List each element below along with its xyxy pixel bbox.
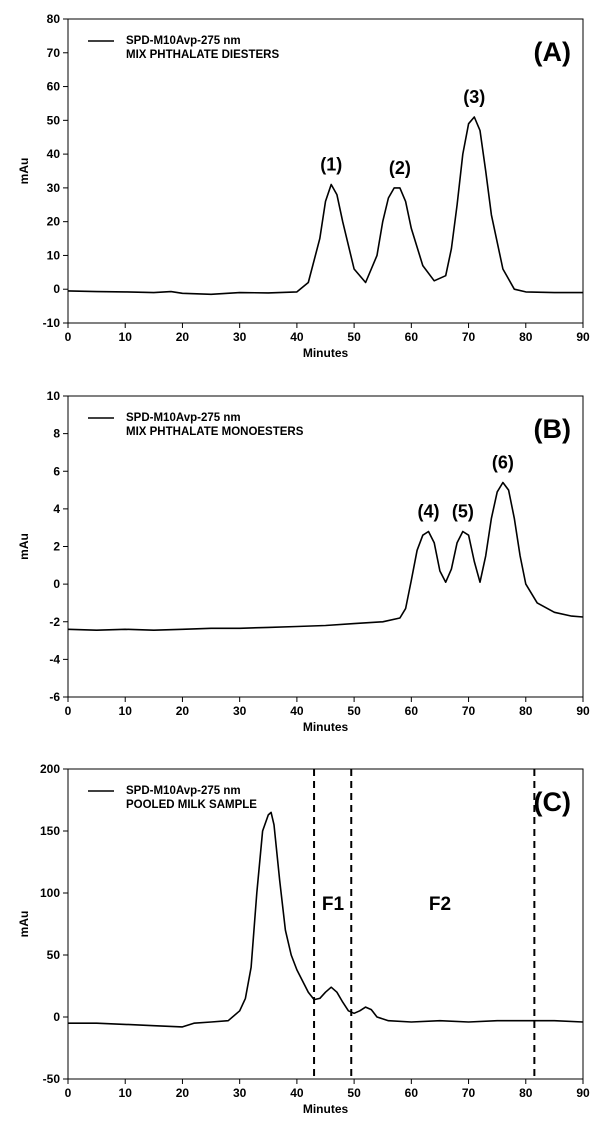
panel-c-y-tick-label--50: -50 [43, 1072, 61, 1086]
panel-c-plot-frame [67, 768, 584, 1080]
panel-c-x-tick-label-80: 80 [519, 1086, 533, 1100]
panel-c-x-tick-label-50: 50 [347, 1086, 361, 1100]
panel-a-x-tick-label-70: 70 [462, 330, 476, 344]
panel-a-peak-label-3: (3) [463, 87, 485, 107]
panel-b-y-axis-title: mAu [17, 533, 31, 560]
panel-c-x-tick-label-90: 90 [576, 1086, 590, 1100]
panel-b-x-tick-label-80: 80 [519, 704, 533, 718]
panel-b-y-tick-label-0: 0 [53, 577, 60, 591]
panel-b-x-tick-label-30: 30 [233, 704, 247, 718]
panel-b-peak-label-2: (5) [452, 501, 474, 521]
panel-a-y-tick-label-0: 0 [53, 282, 60, 296]
panel-b-x-tick-label-10: 10 [119, 704, 133, 718]
panel-a-x-tick-label-0: 0 [65, 330, 72, 344]
panel-c: 0 10 20 30 40 50 60 70 80 90 -50 0 50 100 150 200 SPD-M… [17, 762, 590, 1116]
panel-c-x-tick-label-70: 70 [462, 1086, 476, 1100]
panel-b-y-tick-label-2: 2 [53, 540, 60, 554]
panel-a-peak-label-1: (1) [320, 155, 342, 175]
panel-a-y-tick-label-30: 30 [47, 181, 61, 195]
panel-b-y-tick-label--6: -6 [49, 690, 60, 704]
panel-b-peak-label-3: (6) [492, 453, 514, 473]
panel-a-x-tick-label-60: 60 [405, 330, 419, 344]
panel-a-y-tick-label-70: 70 [47, 46, 61, 60]
panel-b-x-tick-label-0: 0 [65, 704, 72, 718]
panel-a-peak-label-2: (2) [389, 158, 411, 178]
panel-c-y-tick-label-50: 50 [47, 948, 61, 962]
panel-b-peak-label-1: (4) [418, 501, 440, 521]
panel-b-x-axis-title: Minutes [303, 720, 349, 734]
panel-b-y-tick-label-8: 8 [53, 427, 60, 441]
panel-c-ticks: 0 10 20 30 40 50 60 70 80 90 -50 0 50 100 150 200 [40, 762, 590, 1100]
panel-c-x-tick-label-30: 30 [233, 1086, 247, 1100]
panel-a-legend: SPD-M10Avp-275 nm MIX PHTHALATE DIESTERS [88, 35, 279, 61]
panel-b-plot-frame [67, 395, 584, 698]
panel-a-x-tick-label-30: 30 [233, 330, 247, 344]
panel-a-y-tick-label--10: -10 [43, 316, 61, 330]
panel-c-y-tick-label-150: 150 [40, 824, 60, 838]
panel-a-y-tick-label-20: 20 [47, 215, 61, 229]
panel-a: 0 10 20 30 40 50 60 70 80 90-1001020304050607080 … [17, 12, 590, 360]
panel-c-legend: SPD-M10Avp-275 nm POOLED MILK SAMPLE [88, 785, 257, 811]
panel-c-x-tick-label-60: 60 [405, 1086, 419, 1100]
panel-a-peak-labels: (1) (2) (3) [320, 87, 485, 178]
panel-b-x-tick-label-50: 50 [347, 704, 361, 718]
panel-c-x-tick-label-20: 20 [176, 1086, 190, 1100]
panel-c-x-tick-label-10: 10 [119, 1086, 133, 1100]
panel-c-fraction-labels: F1 F2 [322, 894, 451, 915]
panel-b: 0 10 20 30 40 50 60 70 80 90 -6 -4 -2 0 2 4 6 8 10 SPD-M10… [17, 389, 590, 734]
panel-b-x-tick-label-90: 90 [576, 704, 590, 718]
panel-a-y-tick-label-40: 40 [47, 147, 61, 161]
panel-a-label: (A) [534, 37, 571, 67]
panel-a-x-tick-label-10: 10 [119, 330, 133, 344]
panel-a-x-tick-label-50: 50 [347, 330, 361, 344]
panel-a-y-tick-label-60: 60 [47, 80, 61, 94]
panel-a-y-tick-label-10: 10 [47, 248, 61, 262]
panel-b-y-tick-label--2: -2 [49, 615, 60, 629]
panel-c-x-tick-label-0: 0 [65, 1086, 72, 1100]
panel-c-legend-line-1: SPD-M10Avp-275 nm [126, 785, 241, 797]
panel-b-label: (B) [534, 414, 571, 444]
panel-c-trace [68, 811, 584, 1028]
panel-c-y-tick-label-200: 200 [40, 762, 60, 776]
panel-c-x-axis-title: Minutes [303, 1102, 349, 1116]
panel-c-fraction-label-2: F2 [429, 894, 451, 915]
panel-c-label: (C) [534, 787, 571, 817]
panel-a-legend-line-2: MIX PHTHALATE DIESTERS [126, 49, 279, 61]
panel-b-legend-line-1: SPD-M10Avp-275 nm [126, 412, 241, 424]
panel-b-y-tick-label-6: 6 [53, 464, 60, 478]
panel-a-trace [67, 116, 583, 296]
panel-a-plot-frame [67, 18, 584, 324]
panel-a-x-tick-label-90: 90 [576, 330, 590, 344]
panel-c-legend-line-2: POOLED MILK SAMPLE [126, 799, 257, 811]
panel-a-x-tick-label-40: 40 [290, 330, 304, 344]
panel-a-ticks: 0 10 20 30 40 50 60 70 80 90 -10 0 10 20 30 40 50 60 70 80 [43, 12, 590, 344]
panel-a-y-tick-label-80: 80 [47, 12, 61, 26]
panel-b-legend: SPD-M10Avp-275 nm MIX PHTHALATE MONOESTE… [88, 412, 304, 438]
panel-a-x-tick-label-20: 20 [176, 330, 190, 344]
panel-b-trace [67, 481, 584, 632]
panel-c-x-tick-label-40: 40 [290, 1086, 304, 1100]
panel-b-x-tick-label-70: 70 [462, 704, 476, 718]
panel-b-legend-line-2: MIX PHTHALATE MONOESTERS [126, 426, 304, 438]
panel-b-x-tick-label-40: 40 [290, 704, 304, 718]
panel-c-y-tick-label-0: 0 [53, 1010, 60, 1024]
panel-a-legend-line-1: SPD-M10Avp-275 nm [126, 35, 241, 47]
panel-c-fraction-markers [313, 769, 536, 1079]
panel-b-y-tick-label-10: 10 [47, 389, 61, 403]
panel-c-y-tick-label-100: 100 [40, 886, 60, 900]
panel-c-fraction-label-1: F1 [322, 894, 345, 915]
panel-c-y-axis-title: mAu [17, 911, 31, 938]
panel-b-x-tick-label-20: 20 [176, 704, 190, 718]
panel-b-peak-labels: (4) (5) (6) [418, 453, 514, 522]
panel-b-x-tick-label-60: 60 [405, 704, 419, 718]
panel-b-y-tick-label--4: -4 [49, 652, 60, 666]
panel-b-ticks: 0 10 20 30 40 50 60 70 80 90 -6 -4 -2 0 2 4 6 8 10 [47, 389, 590, 718]
panel-a-x-axis-title: Minutes [303, 346, 349, 360]
panel-a-y-tick-label-50: 50 [47, 113, 61, 127]
panel-b-y-tick-label-4: 4 [53, 502, 60, 516]
panel-a-x-tick-label-80: 80 [519, 330, 533, 344]
panel-a-y-axis-title: mAu [17, 158, 31, 185]
